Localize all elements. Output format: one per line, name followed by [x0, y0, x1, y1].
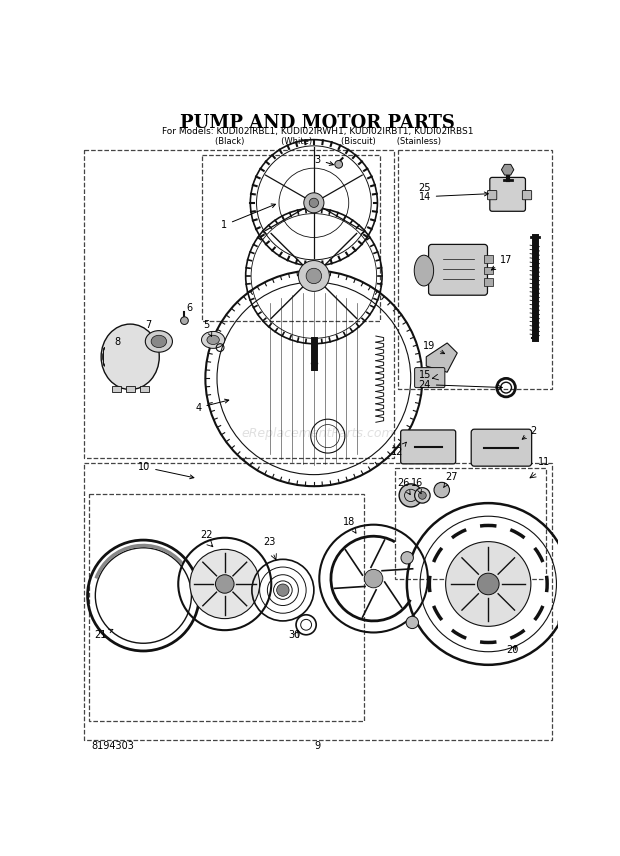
- Text: 11: 11: [538, 456, 550, 467]
- Text: 4: 4: [195, 399, 229, 413]
- Circle shape: [399, 484, 422, 507]
- Polygon shape: [502, 164, 514, 175]
- Text: 27: 27: [444, 472, 458, 487]
- Text: 7: 7: [145, 319, 151, 330]
- FancyBboxPatch shape: [415, 367, 445, 388]
- Circle shape: [216, 574, 234, 593]
- Circle shape: [434, 482, 450, 497]
- Circle shape: [477, 574, 499, 595]
- FancyBboxPatch shape: [522, 191, 532, 199]
- FancyBboxPatch shape: [471, 429, 532, 467]
- Text: For Models: KUDI02IRBL1, KUDI02IRWH1, KUDI02IRBT1, KUDI02IRBS1: For Models: KUDI02IRBL1, KUDI02IRWH1, KU…: [162, 128, 474, 136]
- FancyBboxPatch shape: [140, 386, 149, 392]
- Bar: [202, 155, 379, 321]
- Text: 20: 20: [506, 645, 518, 656]
- Circle shape: [406, 616, 419, 628]
- Circle shape: [335, 160, 342, 168]
- Text: 25: 25: [418, 182, 431, 193]
- Text: 19: 19: [423, 342, 445, 354]
- Text: 14: 14: [418, 192, 489, 202]
- FancyBboxPatch shape: [490, 177, 526, 211]
- Circle shape: [306, 268, 322, 283]
- Text: eReplacementParts.com: eReplacementParts.com: [241, 427, 394, 440]
- Text: 18: 18: [342, 517, 356, 533]
- Text: 22: 22: [200, 530, 213, 540]
- FancyBboxPatch shape: [125, 386, 135, 392]
- Text: 8: 8: [115, 337, 121, 348]
- Text: 21: 21: [94, 629, 113, 640]
- Circle shape: [415, 488, 430, 503]
- Circle shape: [558, 616, 570, 628]
- Circle shape: [304, 193, 324, 213]
- Text: 2: 2: [522, 425, 536, 439]
- Text: 6: 6: [186, 303, 192, 312]
- Bar: [396, 467, 546, 580]
- Circle shape: [309, 199, 319, 207]
- Circle shape: [401, 551, 414, 564]
- Circle shape: [277, 584, 289, 597]
- Ellipse shape: [151, 336, 167, 348]
- Text: 26: 26: [397, 479, 410, 495]
- Text: 24: 24: [418, 379, 502, 389]
- Bar: [399, 151, 552, 389]
- Text: 30: 30: [288, 630, 301, 640]
- FancyBboxPatch shape: [484, 278, 493, 286]
- FancyBboxPatch shape: [428, 245, 487, 295]
- Text: 1: 1: [221, 204, 275, 230]
- Ellipse shape: [145, 330, 172, 352]
- Ellipse shape: [207, 336, 219, 344]
- Text: 12: 12: [391, 443, 406, 457]
- Bar: [89, 494, 365, 721]
- Ellipse shape: [101, 324, 159, 389]
- Ellipse shape: [202, 331, 224, 348]
- Circle shape: [446, 542, 531, 627]
- Circle shape: [365, 569, 383, 588]
- Polygon shape: [427, 343, 458, 372]
- FancyBboxPatch shape: [484, 267, 493, 275]
- Circle shape: [190, 550, 260, 619]
- Text: 16: 16: [410, 479, 423, 494]
- Text: 23: 23: [264, 538, 276, 548]
- FancyBboxPatch shape: [401, 430, 456, 464]
- Text: 15: 15: [418, 370, 431, 379]
- Text: 9: 9: [315, 741, 321, 751]
- Text: PUMP AND MOTOR PARTS: PUMP AND MOTOR PARTS: [180, 114, 455, 132]
- Circle shape: [180, 317, 188, 324]
- Text: 3: 3: [314, 155, 334, 165]
- Text: 10: 10: [138, 462, 194, 479]
- Text: 5: 5: [203, 319, 212, 336]
- Text: 8194303: 8194303: [92, 741, 135, 751]
- FancyBboxPatch shape: [487, 191, 497, 199]
- FancyBboxPatch shape: [484, 255, 493, 263]
- Circle shape: [418, 491, 427, 499]
- Text: 17: 17: [492, 255, 512, 270]
- FancyBboxPatch shape: [112, 386, 121, 392]
- Bar: [84, 463, 552, 740]
- Ellipse shape: [414, 255, 433, 286]
- Circle shape: [563, 551, 575, 564]
- Text: (Black)              (White)           (Biscuit)        (Stainless): (Black) (White) (Biscuit) (Stainless): [194, 137, 441, 146]
- Circle shape: [298, 260, 329, 291]
- Bar: [84, 151, 394, 459]
